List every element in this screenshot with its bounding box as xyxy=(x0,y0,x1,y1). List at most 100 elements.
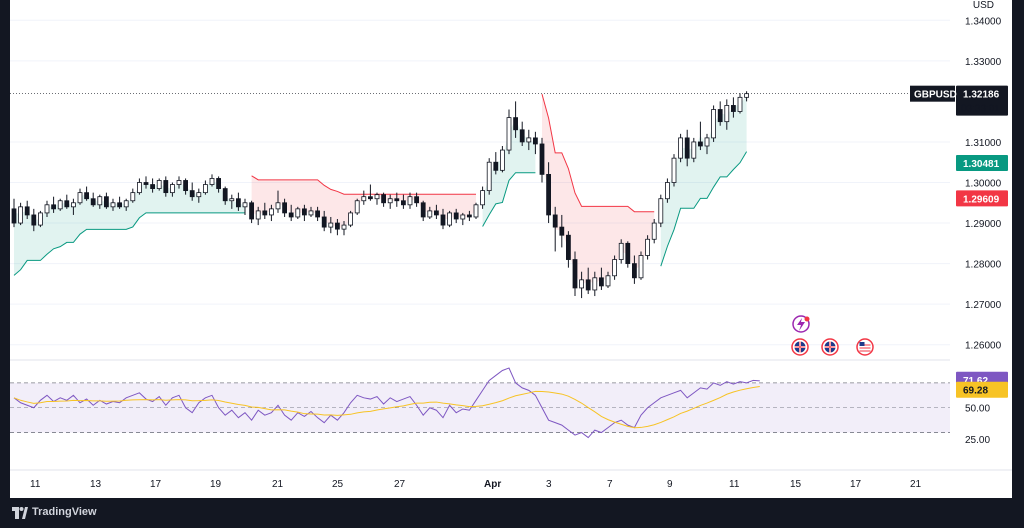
candle-body-87 xyxy=(585,279,591,291)
candle-body-51 xyxy=(348,212,354,226)
price-tick-label-7: 1.26000 xyxy=(965,341,1002,352)
symbol-badge-bg xyxy=(910,85,955,102)
candle-body-38 xyxy=(262,210,268,216)
us-flag-event-icon[interactable] xyxy=(856,338,874,356)
supertrend-line-0 xyxy=(13,212,245,276)
currency-label: USD xyxy=(968,0,998,11)
candle-body-28 xyxy=(196,192,202,198)
lightning-event-icon[interactable] xyxy=(792,315,810,333)
rsi-pane xyxy=(10,359,950,439)
candle-12 xyxy=(90,192,96,207)
price-axis[interactable]: 1.34000 1.33000 1.31000 1.30000 1.29000 1.280… xyxy=(910,16,1008,446)
candle-16 xyxy=(117,196,122,209)
uk-flag-event-icon-2[interactable] xyxy=(821,338,839,356)
symbol-badge-text: GBPUSD xyxy=(914,90,957,101)
candle-100 xyxy=(671,154,677,187)
candle-body-100 xyxy=(671,157,677,183)
candle-body-85 xyxy=(572,259,578,289)
candle-74 xyxy=(499,146,505,173)
candle-4 xyxy=(37,210,43,228)
candle-body-34 xyxy=(235,198,241,208)
time-axis[interactable]: 11 13 17 19 21 25 27 Apr 3 7 9 11 15 17 21 xyxy=(10,469,1012,490)
candle-body-24 xyxy=(169,184,175,194)
supertrend-fill-71 xyxy=(482,119,536,227)
price-tick-label-5: 1.28000 xyxy=(965,260,1002,271)
candle-34 xyxy=(235,192,241,211)
candle-35 xyxy=(242,198,248,215)
candle-88 xyxy=(592,271,598,297)
candle-42 xyxy=(288,204,294,222)
candle-18 xyxy=(130,188,136,203)
candle-body-37 xyxy=(255,210,261,220)
candle-body-31 xyxy=(216,178,222,189)
candle-body-19 xyxy=(137,182,142,194)
economic-events[interactable] xyxy=(791,315,874,356)
uk-flag-event-icon[interactable] xyxy=(791,338,809,356)
candle-body-26 xyxy=(183,180,189,192)
candle-body-105 xyxy=(704,137,710,147)
price-tick-label-4: 1.29000 xyxy=(965,219,1002,230)
candle-26 xyxy=(183,178,189,195)
candle-body-20 xyxy=(143,182,149,185)
candle-body-94 xyxy=(632,263,637,279)
time-tick-label-4: 21 xyxy=(272,479,284,490)
last-price-badge-sub: 03:33:01 xyxy=(961,104,1000,115)
candlestick-series[interactable] xyxy=(10,91,950,299)
candle-body-43 xyxy=(295,208,301,218)
candle-body-41 xyxy=(282,202,288,214)
candle-37 xyxy=(255,206,261,226)
candle-65 xyxy=(440,208,446,230)
candle-44 xyxy=(301,204,307,222)
candle-body-4 xyxy=(37,212,43,226)
candle-body-7 xyxy=(57,200,63,210)
chart-canvas[interactable]: 1.34000 1.33000 1.31000 1.30000 1.29000 1.280… xyxy=(10,0,1012,498)
time-tick-label-13: 17 xyxy=(850,479,862,490)
candle-body-58 xyxy=(394,198,400,202)
candle-body-104 xyxy=(698,141,703,147)
time-tick-label-5: 25 xyxy=(332,479,344,490)
supertrend-down-badge-text: 1.29609 xyxy=(963,194,1000,205)
candle-101 xyxy=(678,133,683,163)
candle-body-109 xyxy=(731,105,736,112)
candle-body-74 xyxy=(499,149,505,171)
candle-96 xyxy=(645,235,650,260)
candle-14 xyxy=(104,192,109,209)
candle-53 xyxy=(361,190,367,205)
candle-83 xyxy=(559,214,565,248)
time-tick-label-12: 15 xyxy=(790,479,802,490)
candle-body-40 xyxy=(275,202,281,210)
candle-body-101 xyxy=(678,137,683,159)
candle-body-45 xyxy=(308,210,314,216)
candle-body-78 xyxy=(526,137,532,143)
candle-body-50 xyxy=(341,224,347,230)
candle-60 xyxy=(407,192,413,209)
candle-body-36 xyxy=(249,202,255,220)
candle-28 xyxy=(196,188,202,203)
candle-body-108 xyxy=(724,105,730,123)
candle-61 xyxy=(414,192,420,207)
rsi-ma-badge: 69.28 xyxy=(956,381,1008,398)
candle-body-68 xyxy=(460,214,466,220)
candle-body-49 xyxy=(334,222,340,230)
candle-55 xyxy=(374,192,380,205)
candle-63 xyxy=(427,206,433,219)
candle-90 xyxy=(605,271,611,288)
candle-89 xyxy=(599,267,604,290)
candle-20 xyxy=(143,176,149,189)
candle-body-32 xyxy=(222,188,228,202)
candle-body-17 xyxy=(123,200,129,208)
candle-body-27 xyxy=(189,190,195,198)
candle-body-16 xyxy=(117,202,122,208)
candle-body-22 xyxy=(156,180,162,189)
candle-body-1 xyxy=(18,206,24,224)
last-price-badge: 1.32186 03:33:01 xyxy=(956,85,1008,116)
supertrend-up-badge-bg xyxy=(956,154,1008,171)
candle-64 xyxy=(433,204,439,219)
candle-78 xyxy=(526,129,532,151)
candle-body-106 xyxy=(711,109,716,139)
candle-body-73 xyxy=(493,161,499,171)
chart-frame[interactable]: 1.34000 1.33000 1.31000 1.30000 1.29000 1.280… xyxy=(10,0,1012,498)
candle-body-90 xyxy=(605,275,611,287)
candle-body-21 xyxy=(150,184,156,189)
rsi-ma-line xyxy=(13,385,760,429)
